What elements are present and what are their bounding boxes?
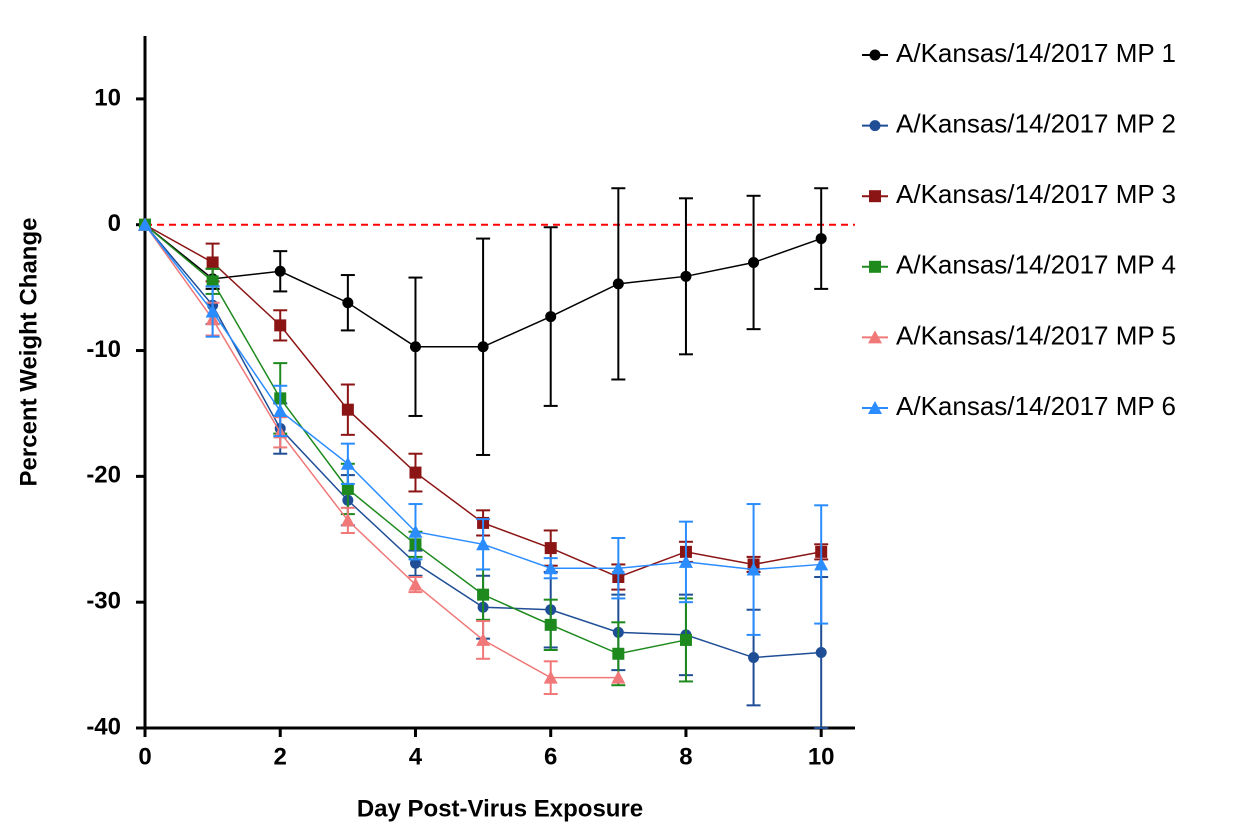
marker: [748, 256, 760, 268]
marker: [342, 297, 354, 309]
legend-label: A/Kansas/14/2017 MP 4: [896, 250, 1176, 280]
y-tick-label: -40: [86, 713, 121, 740]
x-tick-label: 0: [138, 743, 151, 770]
marker: [206, 275, 219, 288]
marker: [814, 557, 829, 571]
y-tick-label: 10: [94, 84, 121, 111]
marker: [612, 647, 625, 660]
marker: [341, 403, 354, 416]
y-axis-title: Percent Weight Change: [15, 218, 42, 487]
series-line: [144, 224, 619, 679]
marker: [476, 632, 491, 646]
marker: [409, 341, 421, 353]
x-axis-title: Day Post-Virus Exposure: [357, 795, 643, 822]
marker: [409, 557, 421, 569]
marker: [544, 618, 557, 631]
marker: [341, 482, 354, 495]
marker: [409, 466, 422, 479]
y-tick-label: -20: [86, 462, 121, 489]
marker: [138, 217, 152, 231]
x-tick-label: 10: [808, 743, 835, 770]
marker: [206, 256, 219, 269]
marker: [408, 577, 423, 591]
y-tick-label: -10: [86, 336, 121, 363]
marker: [746, 562, 761, 576]
marker: [340, 456, 355, 470]
x-tick-label: 2: [274, 743, 287, 770]
x-tick-label: 4: [409, 743, 423, 770]
marker: [544, 542, 557, 555]
marker: [611, 670, 626, 684]
marker: [748, 652, 760, 664]
legend-marker: [868, 330, 882, 344]
marker: [274, 319, 287, 332]
legend-label: A/Kansas/14/2017 MP 3: [896, 179, 1176, 209]
marker: [273, 403, 288, 417]
marker: [612, 278, 624, 290]
marker: [545, 311, 557, 323]
legend-marker: [868, 401, 882, 414]
legend-label: A/Kansas/14/2017 MP 6: [896, 391, 1176, 421]
legend-label: A/Kansas/14/2017 MP 1: [896, 38, 1176, 68]
marker: [679, 633, 692, 646]
marker: [815, 647, 827, 659]
legend-marker: [869, 260, 881, 273]
x-tick-label: 8: [679, 743, 692, 770]
marker: [477, 588, 490, 601]
y-tick-label: -30: [86, 588, 121, 615]
marker: [543, 670, 558, 684]
legend-marker: [869, 190, 881, 203]
y-tick-label: 0: [108, 210, 121, 237]
marker: [611, 561, 626, 575]
marker: [815, 233, 827, 245]
marker: [408, 524, 423, 538]
marker: [476, 537, 491, 551]
marker: [680, 270, 692, 282]
marker: [543, 561, 558, 575]
legend-marker: [869, 49, 881, 61]
x-tick-label: 6: [544, 743, 557, 770]
marker: [477, 341, 489, 353]
legend-label: A/Kansas/14/2017 MP 5: [896, 320, 1176, 350]
marker: [205, 304, 220, 318]
marker: [340, 513, 355, 527]
legend-label: A/Kansas/14/2017 MP 2: [896, 108, 1176, 138]
legend-marker: [869, 120, 881, 132]
marker: [274, 265, 286, 277]
marker: [678, 554, 693, 568]
